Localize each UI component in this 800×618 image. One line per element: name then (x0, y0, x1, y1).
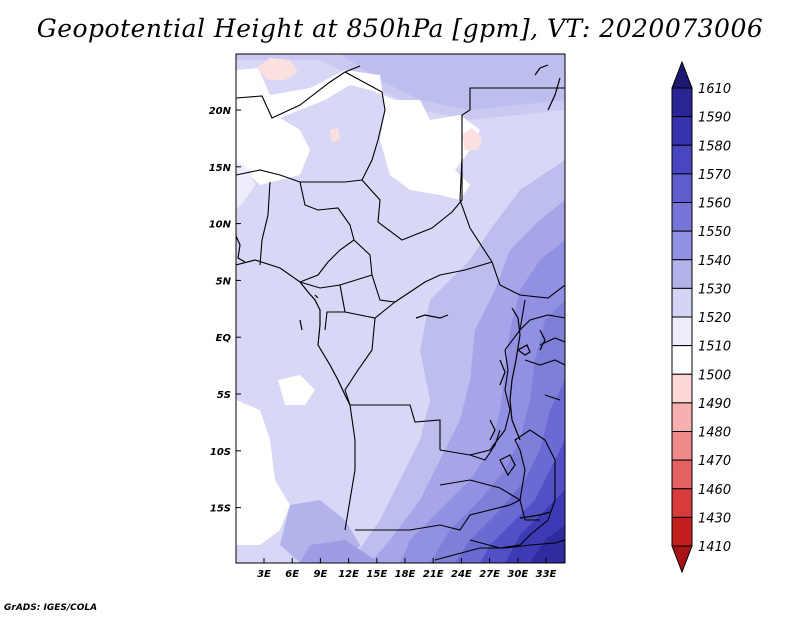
lon-label: 3E (257, 569, 271, 580)
colorbar-segment (671, 173, 693, 203)
colorbar-segment (671, 402, 693, 432)
lon-label: 18E (395, 569, 416, 580)
latitude-axis: 20N 15N 10N 5N EQ 5S 10S 15S (209, 106, 241, 515)
colorbar-segment (671, 116, 693, 146)
colorbar-label: 1530 (698, 282, 731, 297)
map-title: Geopotential Height at 850hPa [gpm], VT:… (36, 14, 764, 43)
colorbar-segment (671, 488, 693, 518)
colorbar-segment (671, 373, 693, 404)
lat-label: 15S (210, 504, 231, 515)
colorbar-segment (671, 202, 693, 232)
lon-label: 21E (423, 569, 444, 580)
lat-label: 5N (216, 276, 232, 287)
colorbar-segment (671, 259, 693, 289)
colorbar-label: 1520 (698, 311, 731, 326)
colorbar-bottom-arrow (671, 545, 693, 574)
colorbar-label: 1460 (698, 483, 731, 498)
colorbar-label: 1590 (698, 111, 731, 126)
colorbar-segment (671, 459, 693, 490)
colorbar-label: 1580 (698, 139, 731, 154)
longitude-axis: 3E 6E 9E 12E 15E 18E 21E 24E 27E 30E 33E (257, 558, 557, 580)
lat-label: 15N (209, 163, 232, 174)
lat-label: EQ (216, 333, 232, 344)
lon-label: 12E (338, 569, 359, 580)
colorbar-segment (671, 516, 693, 547)
colorbar-label: 1430 (698, 511, 731, 526)
lat-label: 10S (210, 447, 231, 458)
colorbar-label: 1550 (698, 225, 731, 240)
colorbar-segment (671, 431, 693, 461)
lat-label: 10N (209, 220, 232, 231)
colorbar-label: 1470 (698, 454, 731, 469)
lon-label: 24E (451, 569, 472, 580)
colorbar-segment (671, 287, 693, 318)
colorbar-segment (671, 87, 693, 118)
colorbar-label: 1510 (698, 340, 731, 355)
lon-label: 9E (314, 569, 328, 580)
colorbar-label: 1490 (698, 397, 731, 412)
colorbar-segment (671, 230, 693, 261)
lon-label: 15E (366, 569, 387, 580)
lat-label: 5S (217, 390, 231, 401)
colorbar-segment (671, 345, 693, 375)
lon-label: 30E (507, 569, 528, 580)
lon-label: 6E (285, 569, 299, 580)
colorbar-segment (671, 316, 693, 347)
colorbar-label: 1540 (698, 254, 731, 269)
colorbar-label: 1410 (698, 540, 731, 555)
colorbar-label: 1480 (698, 426, 731, 441)
colorbar: 1610 1590 1580 1570 1560 1550 1540 1530 1520 1510… (671, 60, 731, 574)
grads-credit: GrADS: IGES/COLA (4, 603, 98, 613)
colorbar-label: 1610 (698, 82, 731, 97)
colorbar-label: 1570 (698, 168, 731, 183)
lon-label: 27E (479, 569, 500, 580)
lat-label: 20N (209, 106, 232, 117)
coastlines (236, 64, 561, 519)
lon-label: 33E (536, 569, 557, 580)
colorbar-label: 1500 (698, 368, 731, 383)
colorbar-top-arrow (671, 60, 693, 89)
map-frame (235, 53, 566, 564)
height-field (236, 54, 565, 563)
colorbar-label: 1560 (698, 197, 731, 212)
colorbar-segment (671, 144, 693, 175)
